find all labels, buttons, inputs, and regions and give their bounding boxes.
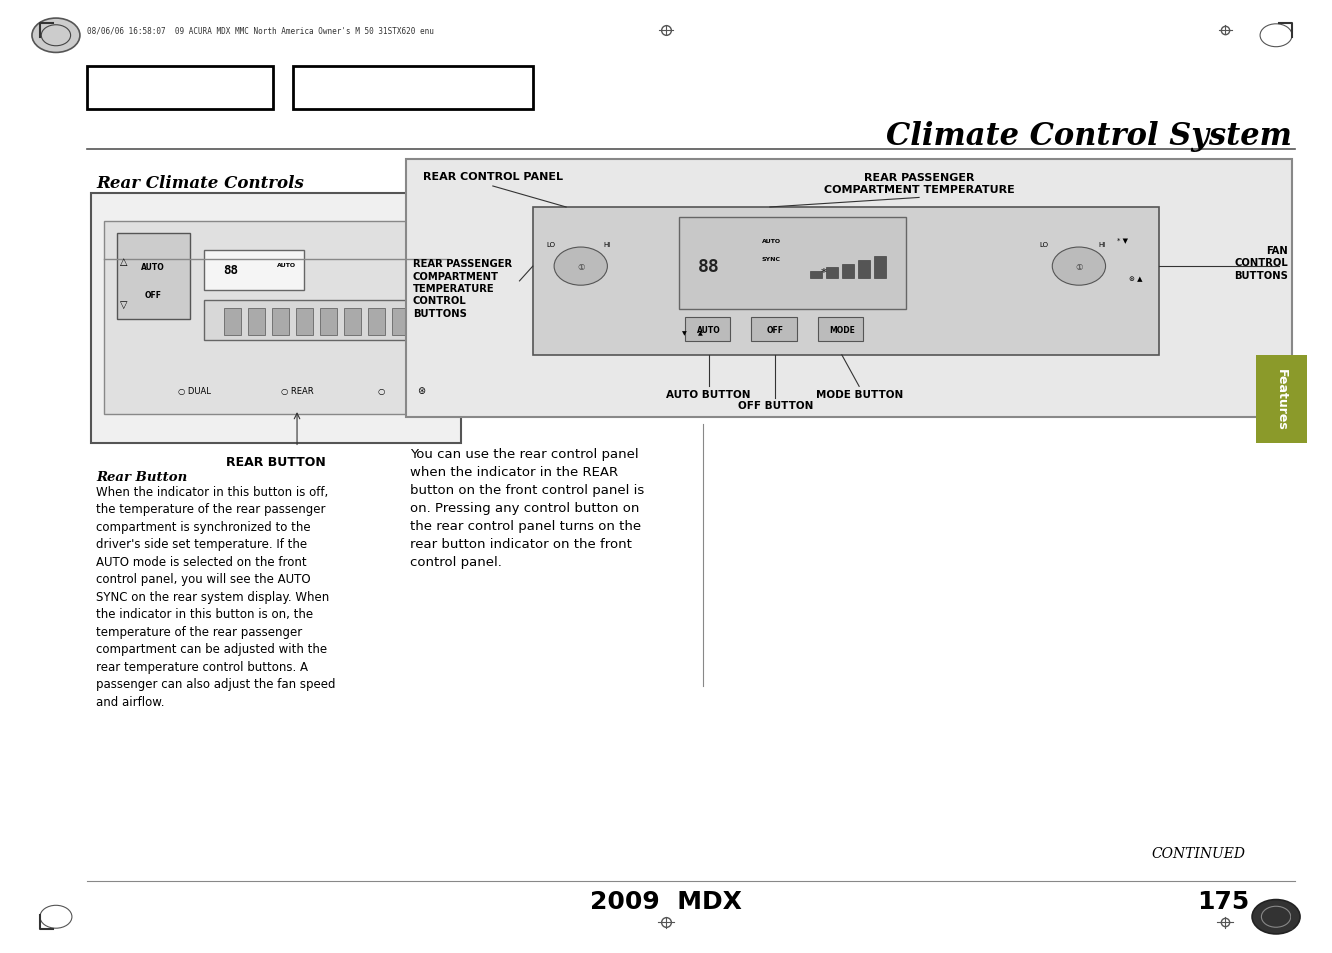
Bar (204, 251, 304, 291)
Text: ⊛: ⊛ (417, 386, 425, 395)
Text: ⊛ ▲: ⊛ ▲ (1130, 275, 1143, 282)
Text: REAR BUTTON: REAR BUTTON (226, 456, 325, 469)
Text: FAN
CONTROL
BUTTONS: FAN CONTROL BUTTONS (1235, 246, 1288, 280)
Text: ▽: ▽ (120, 300, 128, 310)
Text: AUTO BUTTON: AUTO BUTTON (666, 390, 751, 399)
Text: Rear Climate Controls: Rear Climate Controls (96, 174, 304, 192)
Text: ○: ○ (377, 386, 385, 395)
Text: 175: 175 (1197, 888, 1249, 913)
Bar (826, 268, 838, 278)
Text: *: * (821, 268, 826, 277)
Bar (296, 309, 313, 335)
Text: ①: ① (1075, 262, 1083, 272)
Circle shape (1252, 900, 1300, 934)
Text: △: △ (120, 257, 128, 267)
Circle shape (32, 19, 80, 53)
Text: HI: HI (603, 242, 611, 248)
Bar (117, 233, 190, 319)
Text: ①: ① (577, 262, 585, 272)
Text: ▲: ▲ (698, 331, 703, 336)
Bar (204, 300, 424, 340)
Text: Rear Button: Rear Button (96, 471, 188, 484)
Text: OFF BUTTON: OFF BUTTON (738, 401, 813, 411)
Text: MODE BUTTON: MODE BUTTON (815, 390, 903, 399)
Text: HI: HI (1098, 242, 1106, 248)
Text: MODE: MODE (829, 325, 855, 335)
Text: AUTO: AUTO (762, 239, 781, 244)
Bar (874, 256, 886, 278)
Text: 2009  MDX: 2009 MDX (590, 888, 742, 913)
Text: Climate Control System: Climate Control System (886, 121, 1292, 152)
Text: 88: 88 (222, 264, 238, 277)
Bar (858, 260, 870, 278)
Bar (87, 67, 273, 110)
Text: When the indicator in this button is off,
the temperature of the rear passenger
: When the indicator in this button is off… (96, 485, 336, 708)
Text: LO: LO (546, 242, 555, 248)
Bar (104, 222, 448, 415)
Bar (842, 264, 854, 278)
Bar (679, 217, 906, 310)
Bar (533, 208, 1159, 355)
Text: AUTO: AUTO (277, 262, 296, 268)
Text: You can use the rear control panel
when the indicator in the REAR
button on the : You can use the rear control panel when … (410, 448, 645, 569)
Text: 08/06/06 16:58:07  09 ACURA MDX MMC North America Owner's M 50 31STX620 enu: 08/06/06 16:58:07 09 ACURA MDX MMC North… (87, 26, 433, 35)
Text: REAR PASSENGER
COMPARTMENT
TEMPERATURE
CONTROL
BUTTONS: REAR PASSENGER COMPARTMENT TEMPERATURE C… (413, 259, 511, 318)
Text: OFF: OFF (145, 291, 161, 300)
Text: OFF: OFF (767, 325, 783, 335)
Circle shape (554, 248, 607, 286)
Text: REAR CONTROL PANEL: REAR CONTROL PANEL (422, 172, 563, 182)
Circle shape (1052, 248, 1106, 286)
Text: ○ REAR: ○ REAR (281, 386, 313, 395)
Text: CONTINUED: CONTINUED (1151, 846, 1245, 860)
Bar (368, 309, 385, 335)
Bar (224, 309, 241, 335)
Bar (344, 309, 361, 335)
Text: Features: Features (1275, 369, 1288, 430)
Bar (751, 317, 797, 341)
Bar (1256, 355, 1307, 443)
Text: LO: LO (1039, 242, 1048, 248)
Bar (293, 67, 533, 110)
Bar (248, 309, 265, 335)
Text: ▼: ▼ (682, 331, 687, 336)
Bar (320, 309, 337, 335)
Text: REAR PASSENGER
COMPARTMENT TEMPERATURE: REAR PASSENGER COMPARTMENT TEMPERATURE (823, 172, 1015, 194)
Bar (810, 272, 822, 278)
Text: * ▼: * ▼ (1118, 237, 1128, 243)
Bar (272, 309, 289, 335)
Bar (91, 193, 461, 443)
Bar (685, 317, 730, 341)
Text: SYNC: SYNC (762, 257, 781, 262)
Bar (406, 160, 1292, 417)
Text: AUTO: AUTO (697, 325, 721, 335)
Text: ○ DUAL: ○ DUAL (178, 386, 210, 395)
Bar (818, 317, 863, 341)
Text: AUTO: AUTO (141, 262, 165, 272)
Text: 88: 88 (698, 258, 719, 275)
Bar (392, 309, 409, 335)
